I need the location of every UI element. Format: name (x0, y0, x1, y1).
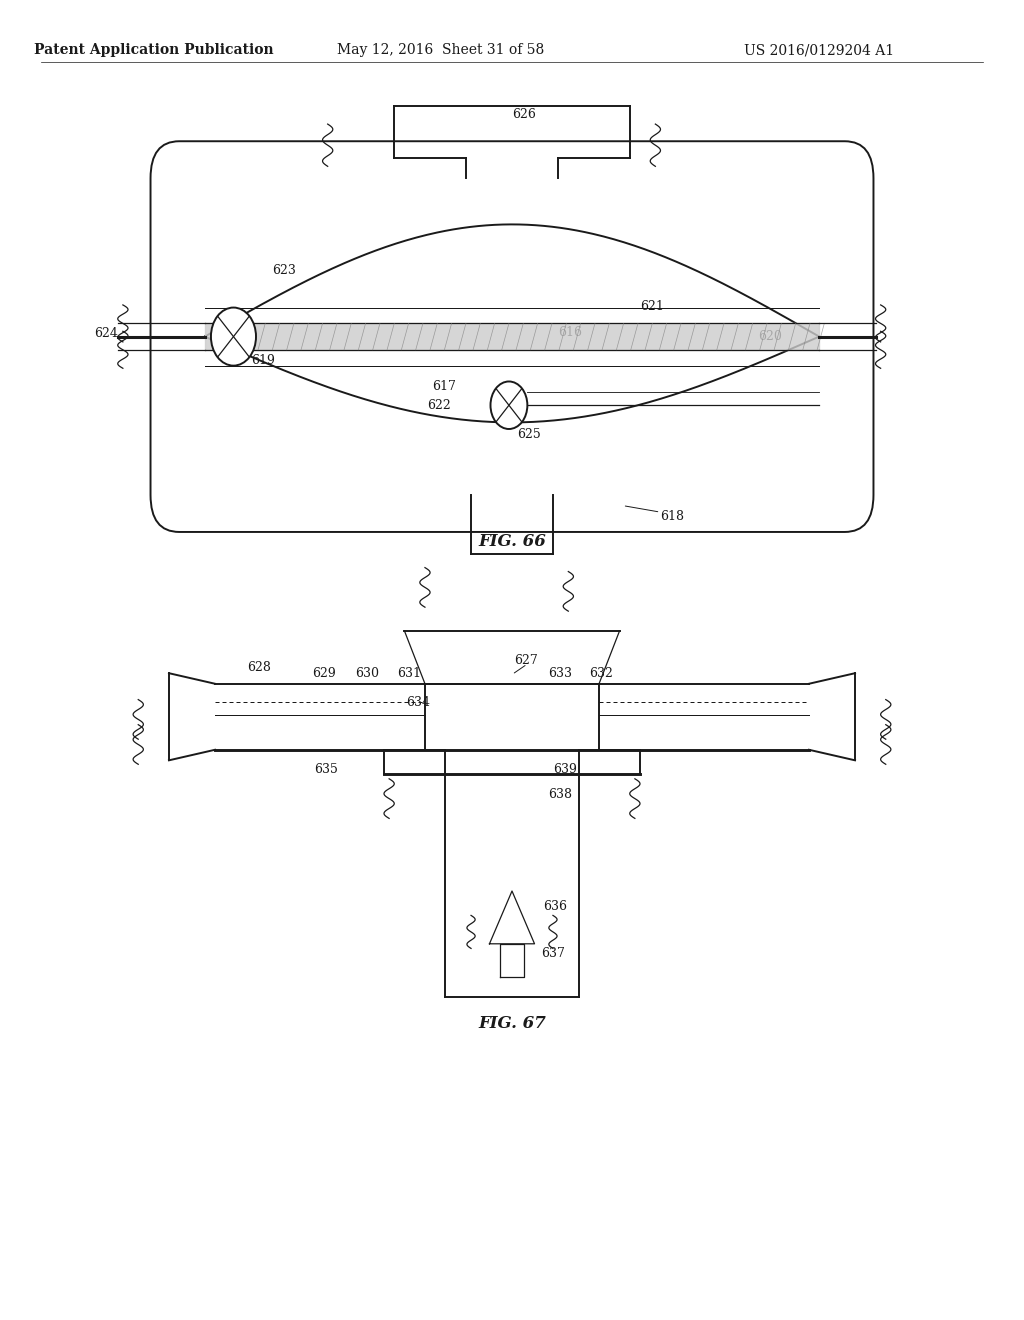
Text: 632: 632 (589, 667, 612, 680)
Text: 621: 621 (640, 300, 664, 313)
Text: 633: 633 (548, 667, 571, 680)
Text: 625: 625 (517, 428, 541, 441)
Text: 619: 619 (251, 354, 274, 367)
Text: 617: 617 (432, 380, 456, 393)
Text: May 12, 2016  Sheet 31 of 58: May 12, 2016 Sheet 31 of 58 (337, 44, 544, 57)
Text: 639: 639 (553, 763, 577, 776)
Circle shape (211, 308, 256, 366)
Text: 631: 631 (397, 667, 421, 680)
Text: Patent Application Publication: Patent Application Publication (34, 44, 273, 57)
Text: 620: 620 (758, 330, 781, 343)
Polygon shape (489, 891, 535, 944)
Text: 627: 627 (514, 653, 538, 667)
FancyBboxPatch shape (151, 141, 873, 532)
Text: 622: 622 (427, 399, 451, 412)
Text: 634: 634 (407, 696, 430, 709)
Text: 618: 618 (660, 510, 684, 523)
Text: 624: 624 (94, 327, 118, 341)
Text: 629: 629 (312, 667, 336, 680)
Text: 638: 638 (548, 788, 571, 801)
Text: 636: 636 (543, 900, 566, 913)
Text: FIG. 67: FIG. 67 (478, 1015, 546, 1031)
Text: 630: 630 (355, 667, 379, 680)
Text: US 2016/0129204 A1: US 2016/0129204 A1 (744, 44, 894, 57)
Text: 628: 628 (248, 661, 271, 675)
Text: 635: 635 (314, 763, 338, 776)
Text: FIG. 66: FIG. 66 (478, 533, 546, 549)
Text: 626: 626 (512, 108, 536, 121)
Text: 637: 637 (541, 946, 564, 960)
Text: 616: 616 (558, 326, 582, 339)
Text: 623: 623 (272, 264, 296, 277)
Circle shape (490, 381, 527, 429)
Polygon shape (500, 944, 524, 977)
